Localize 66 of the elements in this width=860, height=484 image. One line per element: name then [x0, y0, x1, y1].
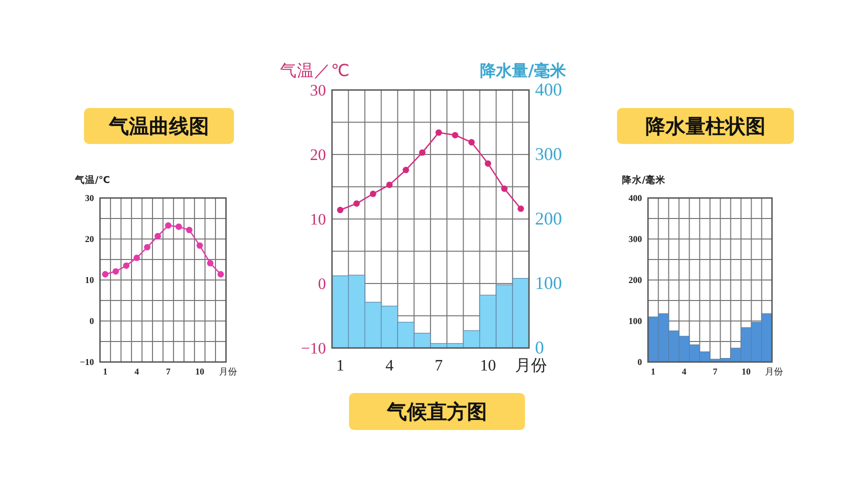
y-tick-label: 0 [90, 316, 94, 326]
y2-tick-label: 0 [535, 338, 544, 358]
y-tick-label: 20 [310, 147, 326, 164]
point [154, 232, 161, 240]
point [218, 271, 224, 278]
point [123, 262, 130, 269]
x-axis-title: 月份 [515, 355, 547, 374]
point [484, 160, 492, 167]
point [402, 166, 410, 174]
x-tick-label: 7 [712, 366, 718, 377]
x-tick-label: 1 [650, 366, 656, 377]
point [144, 244, 150, 250]
x-tick-label: 10 [195, 366, 205, 377]
y-tick-label: −10 [80, 357, 94, 368]
y-tick-label: 400 [628, 193, 642, 204]
y-tick-label: 300 [628, 234, 642, 244]
chart-title: 气温曲线图 [108, 114, 209, 138]
y-tick-label: 0 [638, 357, 642, 368]
y2-axis-title: 降水量/毫米 [480, 61, 567, 80]
y-axis-title: 气温／℃ [280, 61, 350, 80]
point [112, 268, 119, 275]
point [419, 149, 426, 156]
x-tick-label: 1 [336, 357, 344, 374]
point [468, 139, 475, 146]
y-tick-label: −10 [300, 340, 326, 358]
x-tick-label: 4 [385, 357, 394, 374]
point [176, 224, 182, 230]
x-axis-title: 月份 [219, 366, 237, 378]
y-tick-label: 0 [318, 276, 326, 294]
y-tick-label: 20 [85, 234, 94, 244]
y-tick-label: 100 [628, 316, 642, 326]
point [165, 222, 172, 229]
x-tick-label: 10 [480, 357, 496, 374]
x-tick-label: 4 [134, 366, 140, 377]
y2-tick-label: 300 [535, 144, 562, 164]
point [452, 132, 458, 138]
point [436, 129, 442, 136]
point [353, 200, 360, 207]
y-tick-label: 30 [310, 82, 326, 100]
point [501, 185, 508, 192]
y-axis-title: 降水/毫米 [622, 174, 666, 186]
y-axis-title: 气温/℃ [74, 174, 110, 186]
point [186, 226, 192, 234]
y-tick-label: 10 [310, 212, 326, 229]
y2-tick-label: 200 [535, 208, 562, 229]
point [207, 260, 214, 266]
x-tick-label: 10 [742, 366, 752, 377]
point [337, 206, 344, 214]
x-tick-label: 7 [166, 366, 171, 377]
point [102, 271, 108, 278]
y-tick-label: 30 [85, 193, 94, 204]
point [386, 182, 393, 188]
chart-title: 降水量柱状图 [646, 114, 766, 138]
y2-tick-label: 400 [535, 80, 562, 100]
y-tick-label: 10 [85, 275, 94, 286]
point [370, 190, 376, 198]
point [518, 205, 524, 212]
x-tick-label: 1 [103, 366, 108, 377]
y2-tick-label: 100 [535, 273, 562, 294]
x-tick-label: 4 [682, 366, 687, 377]
point [134, 254, 140, 262]
y-tick-label: 200 [628, 275, 642, 286]
point [196, 242, 203, 249]
x-axis-title: 月份 [765, 366, 783, 378]
text: 气候直方图 [386, 400, 487, 424]
x-tick-label: 7 [434, 357, 443, 374]
